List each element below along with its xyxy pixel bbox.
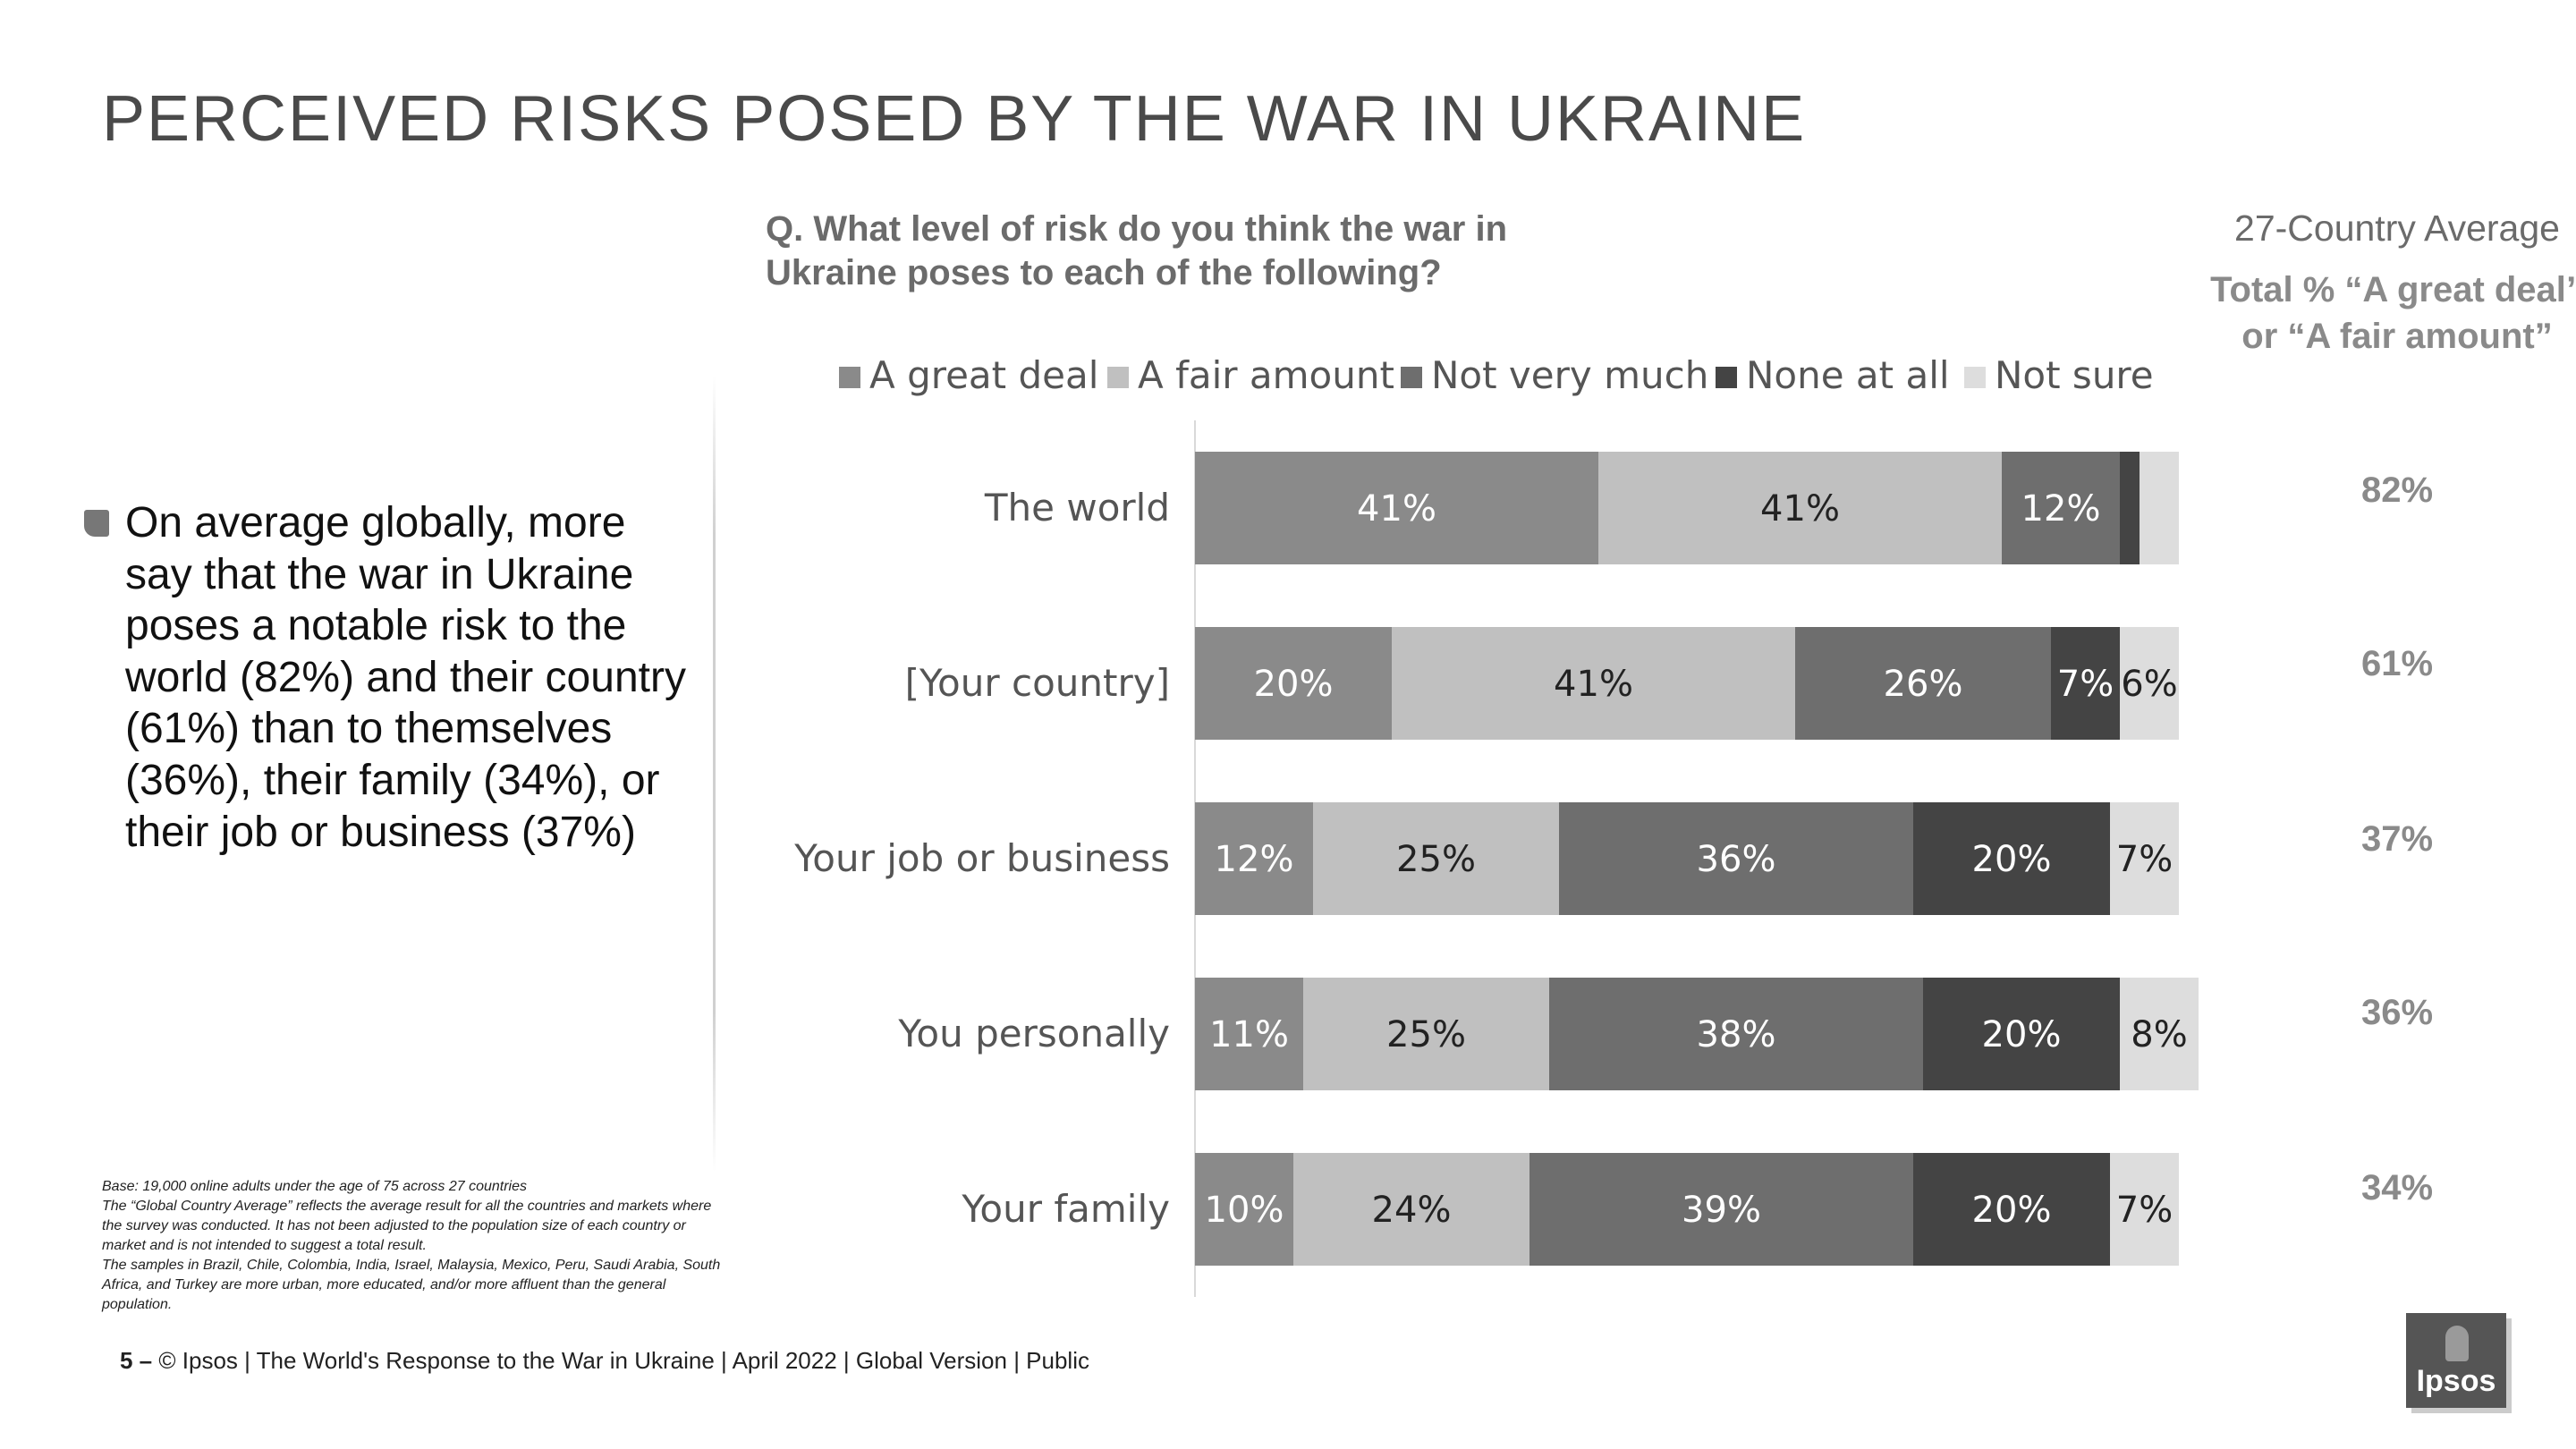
- legend-label-0: A great deal: [869, 353, 1098, 397]
- legend-swatch-1: [1107, 367, 1129, 388]
- bar-segment-0-3: [2120, 452, 2140, 564]
- bar-segment-2-2: [1559, 802, 1913, 915]
- bar-segment-2-3: [1913, 802, 2110, 915]
- bar-segment-3-0: [1195, 978, 1303, 1090]
- data-label-1-4: 6%: [2121, 664, 2177, 705]
- average-value-job: 37%: [2360, 819, 2434, 859]
- data-label-4-1: 24%: [1372, 1190, 1452, 1231]
- bar-segment-1-2: [1795, 627, 2051, 740]
- category-label-0: The world: [984, 486, 1170, 530]
- bar-segment-3-1: [1303, 978, 1549, 1090]
- page-title: PERCEIVED RISKS POSED BY THE WAR IN UKRA…: [102, 83, 1807, 155]
- bar-segment-0-2: [2002, 452, 2120, 564]
- bar-segment-1-4: [2120, 627, 2179, 740]
- footnote-average-note: The “Global Country Average” reflects th…: [102, 1199, 712, 1254]
- data-label-0-2: 12%: [2021, 488, 2101, 530]
- bar-segment-2-4: [2110, 802, 2179, 915]
- category-label-4: Your family: [961, 1187, 1170, 1231]
- data-label-3-3: 20%: [1982, 1014, 2062, 1055]
- legend-swatch-4: [1964, 367, 1986, 388]
- footnote: Base: 19,000 online adults under the age…: [102, 1177, 728, 1316]
- bar-segment-4-2: [1530, 1153, 1913, 1266]
- legend-label-2: Not very much: [1431, 353, 1708, 397]
- data-label-4-3: 20%: [1972, 1190, 2052, 1231]
- bar-segment-0-1: [1598, 452, 2002, 564]
- average-subheading: Total % “A great deal” or “A fair amount…: [2210, 270, 2576, 356]
- footer: 5 – © Ipsos | The World's Response to th…: [120, 1347, 1089, 1375]
- average-value-country: 61%: [2360, 644, 2434, 683]
- data-label-2-3: 20%: [1972, 839, 2052, 880]
- bar-segment-2-0: [1195, 802, 1313, 915]
- data-label-0-0: 41%: [1357, 488, 1436, 530]
- category-label-3: You personally: [897, 1012, 1170, 1055]
- footer-text: © Ipsos | The World's Response to the Wa…: [158, 1347, 1089, 1374]
- bullet-icon: [84, 510, 109, 537]
- legend-swatch-3: [1716, 367, 1737, 388]
- data-label-4-0: 10%: [1205, 1190, 1284, 1231]
- summary-bullet-text: On average globally, more say that the w…: [125, 499, 686, 856]
- data-label-1-3: 7%: [2057, 664, 2114, 705]
- data-label-0-1: 41%: [1760, 488, 1840, 530]
- data-label-3-2: 38%: [1697, 1014, 1776, 1055]
- data-label-1-1: 41%: [1554, 664, 1633, 705]
- bar-segment-0-4: [2140, 452, 2179, 564]
- bar-segment-3-4: [2120, 978, 2199, 1090]
- bar-segment-2-1: [1313, 802, 1559, 915]
- average-value-world: 82%: [2360, 470, 2434, 510]
- legend-swatch-2: [1401, 367, 1422, 388]
- data-label-3-0: 11%: [1209, 1014, 1289, 1055]
- data-label-3-4: 8%: [2131, 1014, 2187, 1055]
- category-label-1: [Your country]: [905, 661, 1170, 705]
- vertical-divider: [713, 376, 716, 1172]
- bar-segment-0-0: [1195, 452, 1598, 564]
- average-heading: 27-Country Average: [2234, 208, 2560, 249]
- average-value-family: 34%: [2360, 1168, 2434, 1208]
- bar-segment-4-3: [1913, 1153, 2110, 1266]
- bar-segment-3-3: [1923, 978, 2120, 1090]
- logo-text: Ipsos: [2416, 1364, 2496, 1398]
- category-label-2: Your job or business: [793, 836, 1170, 880]
- survey-question: Q. What level of risk do you think the w…: [766, 209, 1508, 292]
- data-label-2-2: 36%: [1697, 839, 1776, 880]
- data-label-4-4: 7%: [2116, 1190, 2173, 1231]
- average-value-personally: 36%: [2360, 993, 2434, 1032]
- ipsos-logo: Ipsos: [2406, 1313, 2506, 1408]
- bar-segment-4-1: [1293, 1153, 1530, 1266]
- footnote-base: Base: 19,000 online adults under the age…: [102, 1179, 527, 1194]
- bar-segment-4-0: [1195, 1153, 1293, 1266]
- data-label-2-0: 12%: [1215, 839, 1294, 880]
- data-label-4-2: 39%: [1682, 1190, 1761, 1231]
- bar-segment-1-0: [1195, 627, 1392, 740]
- data-label-2-1: 25%: [1396, 839, 1476, 880]
- bar-segment-3-2: [1549, 978, 1923, 1090]
- footnote-sample-note: The samples in Brazil, Chile, Colombia, …: [102, 1258, 721, 1313]
- logo-mark-icon: [2445, 1326, 2469, 1361]
- legend-label-3: None at all: [1746, 353, 1950, 397]
- legend-label-4: Not sure: [1995, 353, 2154, 397]
- page-number: 5 –: [120, 1347, 153, 1374]
- legend-label-1: A fair amount: [1138, 353, 1394, 397]
- bar-segment-4-4: [2110, 1153, 2179, 1266]
- bar-segment-1-3: [2051, 627, 2120, 740]
- bar-segment-1-1: [1392, 627, 1795, 740]
- data-label-1-2: 26%: [1884, 664, 1963, 705]
- data-label-1-0: 20%: [1254, 664, 1334, 705]
- data-label-2-4: 7%: [2116, 839, 2173, 880]
- legend-swatch-0: [839, 367, 860, 388]
- data-label-3-1: 25%: [1386, 1014, 1466, 1055]
